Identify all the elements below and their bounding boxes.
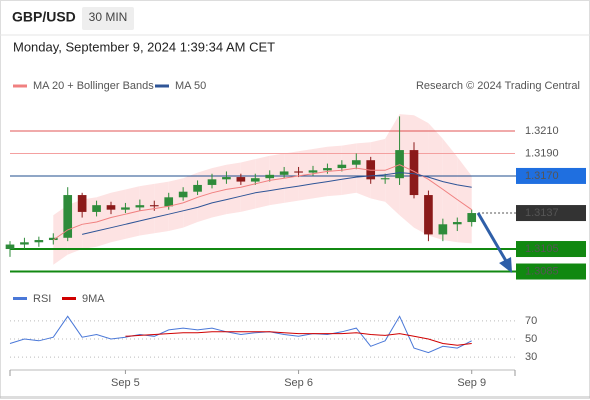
credit: Research © 2024 Trading Central xyxy=(416,80,580,92)
legend-label: 9MA xyxy=(82,293,105,305)
level-box xyxy=(516,263,586,280)
candle-body xyxy=(424,195,433,235)
candle-body xyxy=(452,222,462,225)
legend-swatch xyxy=(13,84,27,88)
candle-body xyxy=(77,195,87,212)
y-tick-label: 50 xyxy=(525,333,537,345)
candle-body xyxy=(250,178,260,182)
level-label: 1.3210 xyxy=(525,125,559,137)
ma-line xyxy=(81,172,472,235)
x-tick-label: Sep 6 xyxy=(284,377,313,389)
candle-body xyxy=(409,150,419,196)
y-tick-label: 30 xyxy=(525,351,537,363)
candle-body xyxy=(178,191,188,198)
candle-body xyxy=(308,170,318,173)
level-label: 1.3170 xyxy=(525,170,559,182)
bollinger-band xyxy=(385,114,400,216)
candle-body xyxy=(34,240,44,243)
legend-swatch xyxy=(62,297,76,300)
candle-body xyxy=(438,224,448,235)
candle-body xyxy=(164,197,174,207)
bollinger-band xyxy=(356,142,371,199)
candle-body xyxy=(106,205,116,210)
level-label: 1.3190 xyxy=(525,147,559,159)
candle-body xyxy=(63,195,73,238)
candle-body xyxy=(236,177,246,182)
legend-label: MA 20 + Bollinger Bands xyxy=(33,80,154,92)
candle-body xyxy=(380,178,390,180)
candle-body xyxy=(20,242,29,245)
bollinger-band xyxy=(457,156,472,244)
level-box xyxy=(516,241,586,258)
candle-body xyxy=(323,168,332,171)
level-label: 1.3137 xyxy=(525,207,559,219)
candle-body xyxy=(395,150,404,179)
y-tick-label: 70 xyxy=(525,315,537,327)
candle-body xyxy=(467,213,477,223)
x-tick-label: Sep 9 xyxy=(457,377,486,389)
candle-body xyxy=(337,164,347,169)
level-box xyxy=(516,205,586,222)
candle-body xyxy=(366,160,376,180)
symbol: GBP/USD xyxy=(12,9,76,25)
candle-body xyxy=(121,207,130,210)
legend-swatch xyxy=(155,84,169,88)
level-label: 1.3105 xyxy=(525,243,559,255)
candle-body xyxy=(294,171,303,173)
candle-body xyxy=(351,160,361,165)
candle-body xyxy=(279,171,289,175)
rsi-line xyxy=(9,315,472,354)
ma-line xyxy=(53,164,472,241)
datetime: Monday, September 9, 2024 1:39:34 AM CET xyxy=(13,39,275,54)
legend-label: RSI xyxy=(33,293,51,305)
legend-label: MA 50 xyxy=(175,80,206,92)
forecast-arrow xyxy=(476,212,508,262)
bollinger-band xyxy=(442,138,458,243)
candle-body xyxy=(48,237,58,241)
candle-body xyxy=(135,205,145,208)
candle-body xyxy=(265,174,275,179)
forecast-arrowhead xyxy=(499,257,513,274)
candle-body xyxy=(92,205,101,212)
level-label: 1.3085 xyxy=(525,265,559,277)
candle-body xyxy=(193,184,202,192)
candle-body xyxy=(207,179,217,185)
bollinger-band xyxy=(399,114,414,228)
interval-badge xyxy=(82,7,134,30)
candle-body xyxy=(222,177,231,180)
legend-swatch xyxy=(13,297,27,300)
rsi-line xyxy=(125,331,472,346)
candle-body xyxy=(5,244,15,250)
candle-body xyxy=(149,205,159,207)
interval: 30 MIN xyxy=(89,10,128,24)
level-box xyxy=(516,167,586,184)
x-tick-label: Sep 5 xyxy=(111,377,140,389)
